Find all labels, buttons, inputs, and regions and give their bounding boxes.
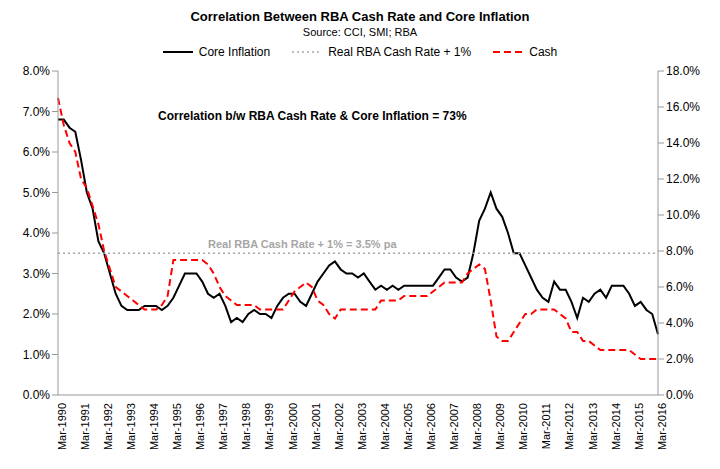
svg-text:0.0%: 0.0% [23,388,51,402]
svg-text:2.0%: 2.0% [666,352,694,366]
svg-text:Mar-1992: Mar-1992 [102,403,114,450]
svg-text:Mar-2013: Mar-2013 [587,403,599,450]
svg-text:Mar-2007: Mar-2007 [448,403,460,450]
svg-text:7.0%: 7.0% [23,105,51,119]
svg-text:18.0%: 18.0% [666,64,700,78]
svg-text:2.0%: 2.0% [23,307,51,321]
html-text:Cash: Cash [529,45,558,59]
svg-text:Mar-2001: Mar-2001 [310,403,322,450]
svg-text:Mar-2005: Mar-2005 [402,403,414,450]
svg-text:Mar-1996: Mar-1996 [194,403,206,450]
svg-text:Mar-2003: Mar-2003 [356,403,368,450]
svg-text:Mar-2014: Mar-2014 [610,403,622,450]
svg-text:Mar-1991: Mar-1991 [79,403,91,450]
html-text:Correlation Between RBA Cash R: Correlation Between RBA Cash Rate and Co… [190,9,530,24]
svg-text:Mar-2011: Mar-2011 [540,403,552,449]
svg-text:1.0%: 1.0% [23,348,51,362]
html-text:Core Inflation: Core Inflation [198,45,271,59]
svg-text:3.0%: 3.0% [23,267,51,281]
svg-text:Mar-2010: Mar-2010 [517,403,529,450]
svg-text:Mar-1993: Mar-1993 [125,403,137,450]
svg-text:Mar-2008: Mar-2008 [471,403,483,450]
svg-text:Mar-1994: Mar-1994 [148,403,160,450]
svg-text:Mar-2006: Mar-2006 [425,403,437,450]
svg-text:Mar-1998: Mar-1998 [240,403,252,450]
svg-text:5.0%: 5.0% [23,186,51,200]
svg-text:8.0%: 8.0% [666,244,694,258]
svg-text:Mar-2000: Mar-2000 [287,403,299,450]
svg-text:10.0%: 10.0% [666,208,700,222]
svg-text:14.0%: 14.0% [666,136,700,150]
html-text:Source: CCI, SMI; RBA: Source: CCI, SMI; RBA [302,26,418,38]
html-text:Real RBA Cash Rate + 1%: Real RBA Cash Rate + 1% [328,45,472,59]
svg-text:0.0%: 0.0% [666,388,694,402]
svg-text:8.0%: 8.0% [23,64,51,78]
svg-text:Mar-1990: Mar-1990 [56,403,68,450]
svg-text:Mar-1997: Mar-1997 [217,403,229,450]
svg-text:Mar-1999: Mar-1999 [264,403,276,450]
svg-text:16.0%: 16.0% [666,100,700,114]
svg-text:Real RBA Cash Rate + 1% = 3.5%: Real RBA Cash Rate + 1% = 3.5% pa [208,238,397,250]
svg-text:Mar-2015: Mar-2015 [633,403,645,450]
svg-text:Mar-1995: Mar-1995 [171,403,183,450]
svg-text:6.0%: 6.0% [666,280,694,294]
svg-text:Mar-2004: Mar-2004 [379,403,391,450]
html-text:Correlation b/w RBA Cash Rate: Correlation b/w RBA Cash Rate & Core Inf… [158,109,467,123]
svg-text:6.0%: 6.0% [23,145,51,159]
svg-text:4.0%: 4.0% [666,316,694,330]
svg-text:Mar-2009: Mar-2009 [494,403,506,450]
svg-text:Mar-2016: Mar-2016 [656,403,668,450]
svg-text:Mar-2012: Mar-2012 [564,403,576,450]
svg-text:12.0%: 12.0% [666,172,700,186]
svg-text:4.0%: 4.0% [23,226,51,240]
svg-text:Mar-2002: Mar-2002 [333,403,345,450]
